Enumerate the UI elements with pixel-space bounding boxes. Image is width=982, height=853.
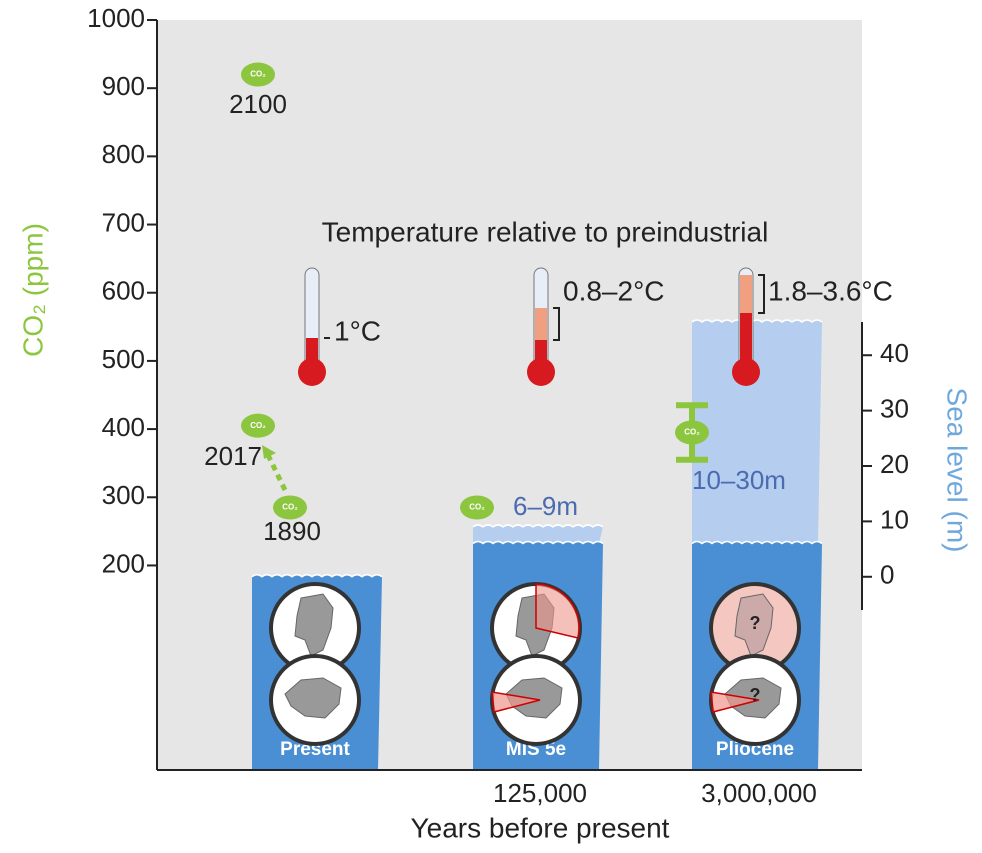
co2-icon-text: CO₂ <box>250 70 266 79</box>
co2-icon-text: CO₂ <box>282 503 298 512</box>
thermometer-bulb <box>298 358 326 386</box>
y2-tick-label: 0 <box>880 560 894 590</box>
y2-tick-label: 40 <box>880 338 909 368</box>
y2-tick-label: 10 <box>880 504 909 534</box>
temperature-label: 1.8–3.6°C <box>768 275 893 306</box>
x-tick-label: 125,000 <box>493 778 587 808</box>
co2-icon-text: CO₂ <box>684 428 700 437</box>
sea-level-range <box>692 320 822 544</box>
sea-level-label: 6–9m <box>513 491 578 521</box>
thermometer-bulb <box>732 358 760 386</box>
thermometer-range <box>740 275 752 313</box>
y-tick-label: 500 <box>102 344 145 374</box>
co2-label: 2100 <box>229 89 287 119</box>
y2-axis-label: Sea level (m) <box>942 388 973 553</box>
y-tick-label: 700 <box>102 207 145 237</box>
y-tick-label: 900 <box>102 71 145 101</box>
temperature-label: 1°C <box>334 315 381 346</box>
unknown-mark: ? <box>750 613 761 633</box>
y-tick-label: 600 <box>102 276 145 306</box>
sea-level-range <box>473 525 603 544</box>
y-tick-label: 800 <box>102 139 145 169</box>
co2-label: 1890 <box>263 516 321 546</box>
temperature-title: Temperature relative to preindustrial <box>322 216 769 247</box>
thermometer-range <box>535 308 547 340</box>
y-tick-label: 300 <box>102 480 145 510</box>
unknown-mark: ? <box>750 685 761 705</box>
y-tick-label: 400 <box>102 412 145 442</box>
y-axis-label: CO₂ (ppm) <box>17 223 48 357</box>
x-axis-label: Years before present <box>411 812 670 843</box>
x-tick-label: 3,000,000 <box>701 778 817 808</box>
y2-tick-label: 30 <box>880 393 909 423</box>
y-tick-label: 200 <box>102 548 145 578</box>
chart: PresentMIS 5e125,0006–9mPliocene3,000,00… <box>0 0 982 853</box>
co2-label: 2017 <box>204 441 262 471</box>
temperature-label: 0.8–2°C <box>563 275 665 306</box>
co2-icon-text: CO₂ <box>469 503 485 512</box>
sea-level-label: 10–30m <box>692 465 786 495</box>
y-tick-label: 1000 <box>87 3 145 33</box>
y2-tick-label: 20 <box>880 449 909 479</box>
co2-icon-text: CO₂ <box>250 421 266 430</box>
thermometer-bulb <box>527 358 555 386</box>
